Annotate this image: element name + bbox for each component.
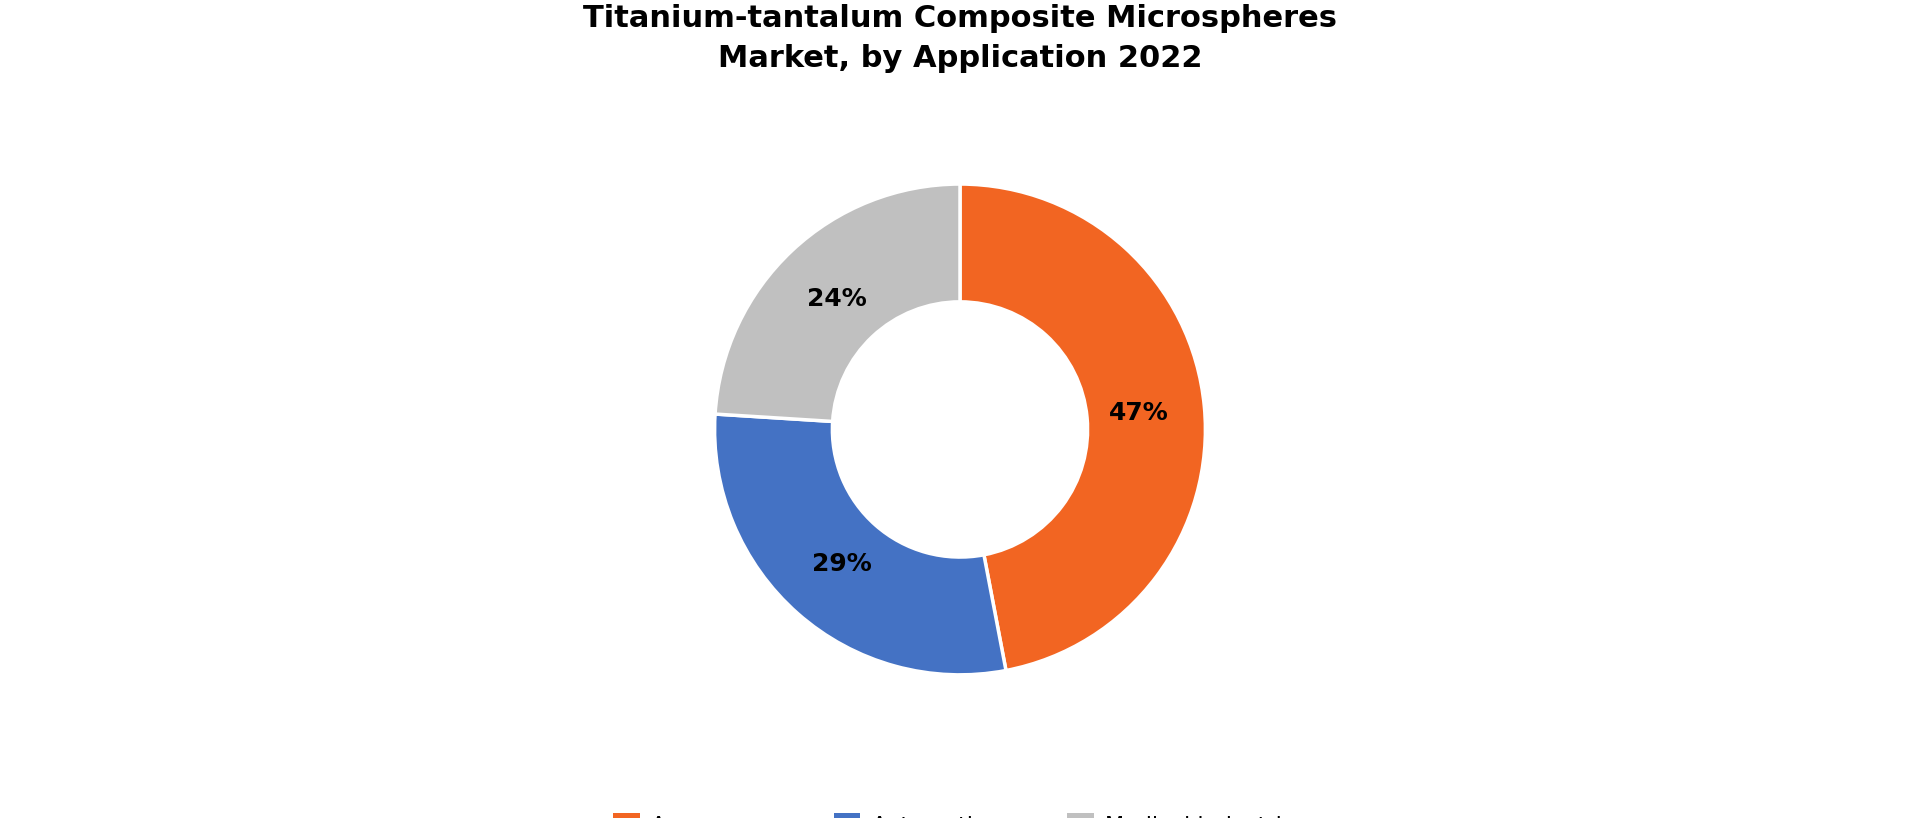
Title: Titanium-tantalum Composite Microspheres
Market, by Application 2022: Titanium-tantalum Composite Microspheres… (584, 3, 1336, 73)
Text: 24%: 24% (808, 287, 868, 311)
Wedge shape (714, 184, 960, 421)
Wedge shape (714, 414, 1006, 675)
Text: 29%: 29% (812, 552, 872, 576)
Wedge shape (960, 184, 1206, 671)
Text: 47%: 47% (1108, 401, 1167, 425)
Legend: Aerospace, Automotive, Medical industries: Aerospace, Automotive, Medical industrie… (612, 813, 1308, 818)
